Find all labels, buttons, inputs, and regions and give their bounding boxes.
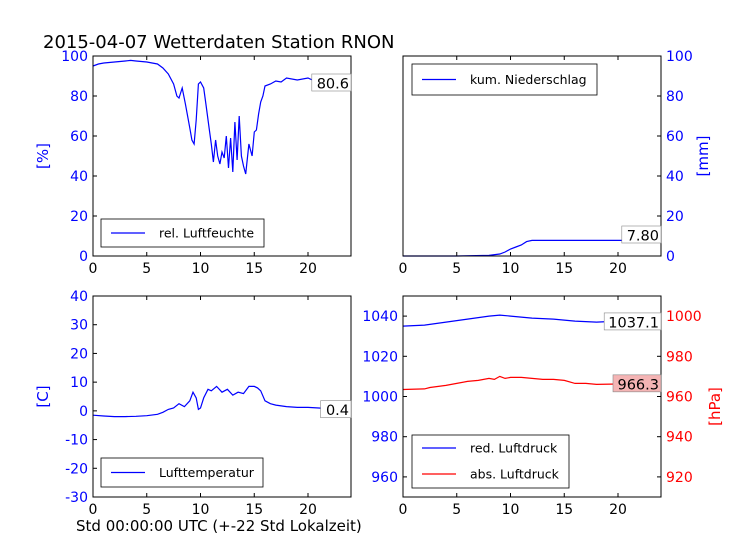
precipitation-panel: 0 5 10 15 20 0 20 40 60 80 100 [mm] kum. Niederschla…	[399, 49, 712, 277]
temperature-last-value-box	[320, 400, 352, 419]
humidity-ytick-label: 0	[79, 249, 88, 265]
pressure-last-value-label: 966.3	[617, 377, 659, 393]
temperature-xtick-label: 5	[142, 502, 151, 518]
pressure-ytick-label: 960	[371, 470, 398, 486]
precipitation-xtick-label: 20	[609, 261, 627, 277]
pressure-ytick-label: 1000	[666, 309, 702, 325]
humidity-series-0-line	[92, 59, 346, 175]
temperature-ytick-label: 10	[70, 375, 88, 391]
temperature-xtick-label: 0	[89, 502, 98, 518]
pressure-ytick-label: 940	[666, 430, 693, 446]
temperature-xtick-label: 20	[299, 502, 317, 518]
precipitation-xtick-label: 5	[452, 261, 461, 277]
pressure-series-1-line	[402, 375, 656, 391]
temperature-last-value-label: 0.4	[326, 403, 349, 419]
humidity-xtick-label: 10	[192, 261, 210, 277]
pressure-last-value-box	[612, 374, 662, 393]
precipitation-ytick-label: 40	[666, 169, 684, 185]
pressure-ytick-label: 980	[666, 349, 693, 365]
pressure-legend-box	[411, 434, 570, 489]
temperature-ytick-label: 0	[79, 404, 88, 420]
temperature-xtick-label: 10	[192, 502, 210, 518]
temperature-series-0-line	[92, 385, 346, 418]
precipitation-ytick-label: 20	[666, 209, 684, 225]
humidity-last-value-box	[311, 73, 352, 92]
temperature-ytick-label: -30	[65, 490, 88, 506]
humidity-ytick-label: 80	[70, 89, 88, 105]
temperature-ytick-label: -20	[65, 461, 88, 477]
temperature-legend-label: Lufttemperatur	[159, 465, 255, 480]
precipitation-ytick-label: 60	[666, 129, 684, 145]
pressure-legend-label: red. Luftdruck	[470, 441, 558, 456]
precipitation-ytick-label: 80	[666, 89, 684, 105]
humidity-ytick-label: 40	[70, 169, 88, 185]
temperature-ytick-label: 20	[70, 346, 88, 362]
pressure-panel: 0 5 10 15 20 960 980 1000 1020 1040 920 940 960 980 10…	[362, 295, 724, 518]
precipitation-last-value-label: 7.80	[627, 229, 659, 245]
temperature-ylabel: [C]	[34, 385, 52, 407]
humidity-ytick-label: 20	[70, 209, 88, 225]
figure-title: 2015-04-07 Wetterdaten Station RNON	[43, 32, 394, 53]
pressure-last-value-box	[603, 312, 662, 331]
precipitation-xtick-label: 0	[399, 261, 408, 277]
pressure-ytick-label: 1040	[362, 309, 398, 325]
temperature-panel: 0 5 10 15 20 -30 -20 -10 0 10 20 30 40 [C] Lufttempera…	[34, 289, 352, 518]
precipitation-ytick-label: 0	[666, 249, 675, 265]
humidity-xtick-label: 20	[299, 261, 317, 277]
humidity-xtick-label: 5	[142, 261, 151, 277]
temperature-ytick-label: -10	[65, 433, 88, 449]
pressure-last-value-label: 1037.1	[608, 315, 659, 331]
temperature-axes-frame	[92, 295, 352, 498]
humidity-ytick-label: 60	[70, 129, 88, 145]
humidity-last-value-label: 80.6	[317, 77, 349, 93]
precipitation-xtick-label: 15	[555, 261, 573, 277]
pressure-xtick-label: 15	[555, 502, 573, 518]
precipitation-legend-label: kum. Niederschlag	[470, 72, 587, 87]
humidity-ytick-label: 100	[61, 49, 88, 65]
precipitation-series-0-line	[403, 239, 656, 257]
pressure-xtick-label: 5	[452, 502, 461, 518]
humidity-xtick-label: 0	[89, 261, 98, 277]
temperature-ytick-label: 40	[70, 289, 88, 305]
humidity-axes-frame	[92, 55, 352, 257]
precipitation-xtick-label: 10	[502, 261, 520, 277]
pressure-ytick-label: 1020	[362, 349, 398, 365]
pressure-ytick-label: 1000	[362, 390, 398, 406]
humidity-xtick-label: 15	[245, 261, 263, 277]
precipitation-ylabel: [mm]	[694, 136, 712, 177]
pressure-ytick-label: 960	[666, 390, 693, 406]
precipitation-last-value-box	[621, 225, 662, 244]
humidity-panel: 0 5 10 15 20 0 20 40 60 80 100 [%] rel. Luftfeuchte 8…	[34, 49, 352, 277]
pressure-ylabel-right: [hPa]	[706, 387, 724, 426]
pressure-ytick-label: 920	[666, 470, 693, 486]
humidity-legend-label: rel. Luftfeuchte	[159, 226, 254, 241]
precipitation-axes-frame	[402, 55, 662, 257]
humidity-ylabel: [%]	[34, 143, 52, 169]
pressure-xtick-label: 20	[609, 502, 627, 518]
temperature-xtick-label: 15	[245, 502, 263, 518]
pressure-ytick-label: 980	[371, 430, 398, 446]
figure-xlabel: Std 00:00:00 UTC (+-22 Std Lokalzeit)	[76, 517, 362, 535]
temperature-ytick-label: 30	[70, 318, 88, 334]
pressure-xtick-label: 10	[502, 502, 520, 518]
pressure-xtick-label: 0	[399, 502, 408, 518]
pressure-legend-label: abs. Luftdruck	[470, 467, 560, 482]
precipitation-ytick-label: 100	[666, 49, 693, 65]
